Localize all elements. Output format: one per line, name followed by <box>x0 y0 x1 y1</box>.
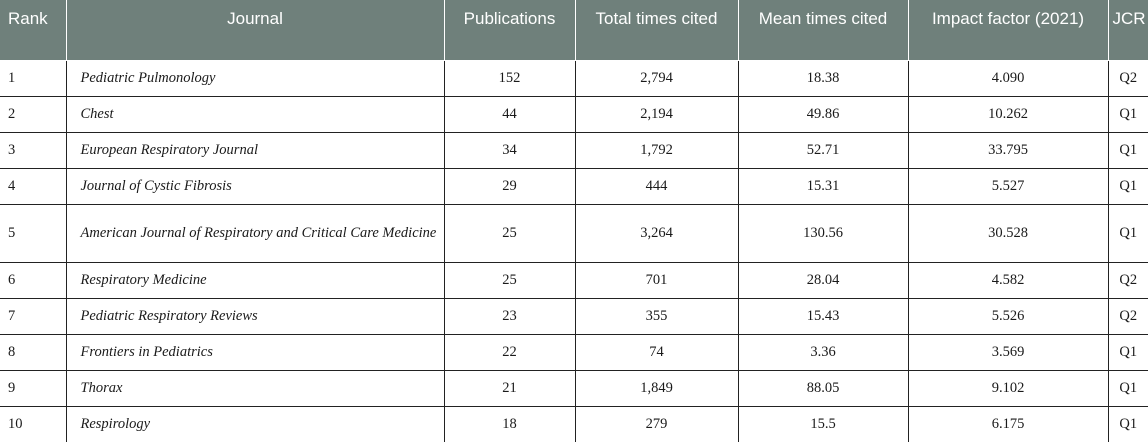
cell-impact-factor: 5.526 <box>908 298 1109 335</box>
cell-jcr: Q1 <box>1119 415 1138 432</box>
cell-publications: 29 <box>444 168 576 205</box>
cell-publications: 23 <box>444 298 576 335</box>
table-row: 8 Frontiers in Pediatrics 22 74 3.36 3.5… <box>0 334 1148 371</box>
cell-total-cited: 444 <box>575 168 739 205</box>
cell-jcr: Q1 <box>1108 334 1148 371</box>
cell-publications: 18 <box>444 406 576 442</box>
cell-impact-factor: 9.102 <box>908 370 1109 407</box>
cell-mean-cited: 15.43 <box>738 298 909 335</box>
cell-publications: 44 <box>444 96 576 133</box>
cell-total-cited: 701 <box>575 262 739 299</box>
cell-impact-factor: 4.090 <box>908 60 1109 97</box>
cell-impact-factor: 33.795 <box>908 132 1109 169</box>
cell-rank: 4 <box>0 168 67 205</box>
cell-rank: 7 <box>0 298 67 335</box>
table-body: 1 Pediatric Pulmonology 152 2,794 18.38 … <box>0 60 1148 442</box>
header-mean-cited: Mean times cited <box>738 0 909 61</box>
cell-rank: 1 <box>0 60 67 97</box>
cell-mean-cited: 88.05 <box>738 370 909 407</box>
cell-total-cited: 279 <box>575 406 739 442</box>
header-total-cited: Total times cited <box>575 0 739 61</box>
header-publications: Publications <box>444 0 576 61</box>
cell-jcr: Q1 <box>1108 96 1148 133</box>
table-row: 1 Pediatric Pulmonology 152 2,794 18.38 … <box>0 60 1148 97</box>
cell-impact-factor: 10.262 <box>908 96 1109 133</box>
cell-rank: 3 <box>0 132 67 169</box>
cell-jcr: Q1 <box>1108 370 1148 407</box>
table-row: 9 Thorax 21 1,849 88.05 9.102 Q1 <box>0 370 1148 407</box>
header-jcr: JCR <box>1108 0 1148 61</box>
table-row: 7 Pediatric Respiratory Reviews 23 355 1… <box>0 298 1148 335</box>
header-row: Rank Journal Publications Total times ci… <box>0 0 1148 61</box>
cell-rank: 2 <box>0 96 67 133</box>
cell-journal: Pediatric Pulmonology <box>66 60 445 97</box>
cell-impact-factor: 5.527 <box>908 168 1109 205</box>
cell-publications: 25 <box>444 262 576 299</box>
cell-mean-cited: 18.38 <box>738 60 909 97</box>
cell-total-cited: 74 <box>575 334 739 371</box>
cell-publications: 25 <box>444 204 576 263</box>
cell-journal: American Journal of Respiratory and Crit… <box>66 204 445 263</box>
cell-publications: 34 <box>444 132 576 169</box>
table-row: 4 Journal of Cystic Fibrosis 29 444 15.3… <box>0 168 1148 205</box>
cell-mean-cited: 15.5 <box>738 406 909 442</box>
header-impact-factor: Impact factor (2021) <box>908 0 1109 61</box>
cell-rank: 9 <box>0 370 67 407</box>
cell-rank: 6 <box>0 262 67 299</box>
cell-rank: 8 <box>0 334 67 371</box>
table-header: Rank Journal Publications Total times ci… <box>0 0 1148 61</box>
cell-mean-cited: 15.31 <box>738 168 909 205</box>
cell-total-cited: 2,794 <box>575 60 739 97</box>
cell-journal: Frontiers in Pediatrics <box>66 334 445 371</box>
cell-mean-cited: 130.56 <box>738 204 909 263</box>
cell-journal: Pediatric Respiratory Reviews <box>66 298 445 335</box>
table-row: 2 Chest 44 2,194 49.86 10.262 Q1 <box>0 96 1148 133</box>
table-row: 3 European Respiratory Journal 34 1,792 … <box>0 132 1148 169</box>
cell-publications: 22 <box>444 334 576 371</box>
cell-impact-factor: 3.569 <box>908 334 1109 371</box>
cell-rank: 5 <box>0 204 67 263</box>
cell-jcr: Q1 <box>1108 204 1148 263</box>
header-journal: Journal <box>66 0 445 61</box>
cell-jcr: Q2 <box>1108 262 1148 299</box>
table-row: 10 Respirology 18 279 15.5 6.175 Q1 <box>0 406 1148 442</box>
cell-jcr: Q1 <box>1108 132 1148 169</box>
cell-journal: European Respiratory Journal <box>66 132 445 169</box>
cell-mean-cited: 28.04 <box>738 262 909 299</box>
table-row: 6 Respiratory Medicine 25 701 28.04 4.58… <box>0 262 1148 299</box>
table-row: 5 American Journal of Respiratory and Cr… <box>0 204 1148 263</box>
cell-jcr: Q2 <box>1108 60 1148 97</box>
cell-publications: 152 <box>444 60 576 97</box>
cell-impact-factor: 30.528 <box>908 204 1109 263</box>
cell-journal: Journal of Cystic Fibrosis <box>66 168 445 205</box>
cell-mean-cited: 49.86 <box>738 96 909 133</box>
cell-mean-cited: 52.71 <box>738 132 909 169</box>
cell-journal: Respiratory Medicine <box>66 262 445 299</box>
cell-rank: 10 <box>0 406 67 442</box>
cell-jcr: Q2 <box>1108 298 1148 335</box>
cell-total-cited: 1,792 <box>575 132 739 169</box>
cell-journal: Thorax <box>66 370 445 407</box>
header-rank: Rank <box>0 0 67 61</box>
cell-total-cited: 355 <box>575 298 739 335</box>
cell-journal: Respirology <box>66 406 445 442</box>
cell-publications: 21 <box>444 370 576 407</box>
cell-total-cited: 2,194 <box>575 96 739 133</box>
cell-total-cited: 1,849 <box>575 370 739 407</box>
cell-total-cited: 3,264 <box>575 204 739 263</box>
cell-mean-cited: 3.36 <box>738 334 909 371</box>
cell-impact-factor: 4.582 <box>908 262 1109 299</box>
cell-jcr: Q1 <box>1108 168 1148 205</box>
cell-impact-factor: 6.175 <box>908 406 1109 442</box>
cell-journal: Chest <box>66 96 445 133</box>
